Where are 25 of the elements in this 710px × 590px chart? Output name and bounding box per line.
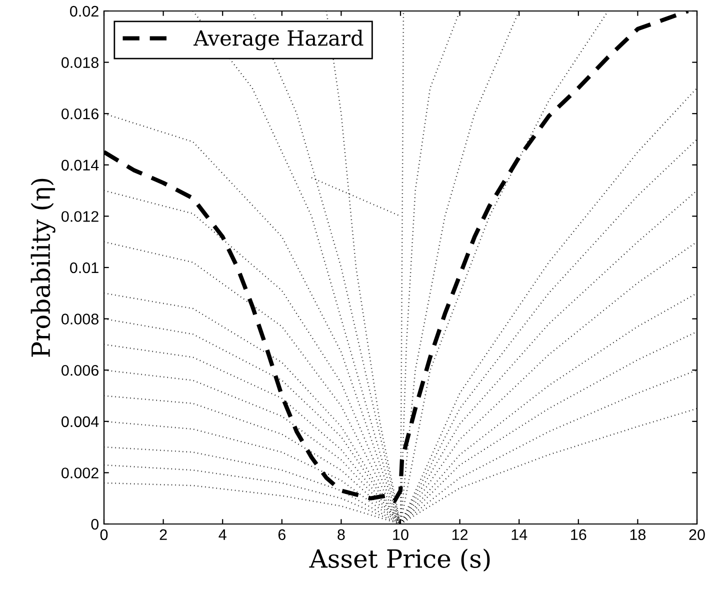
- y-tick-label: 0.012: [62, 211, 98, 222]
- x-tick-label: 0: [100, 529, 108, 540]
- y-tick-label: 0.02: [70, 6, 98, 17]
- x-tick-label: 12: [452, 529, 468, 540]
- y-tick-label: 0.016: [62, 108, 98, 120]
- y-tick-label: 0.006: [62, 364, 98, 376]
- y-tick-label: 0.008: [62, 314, 98, 324]
- x-tick-label: 18: [630, 529, 646, 540]
- x-tick-label: 4: [218, 529, 226, 540]
- y-tick-label: 0: [91, 518, 99, 530]
- y-tick-label: 0.018: [62, 57, 98, 68]
- x-tick-label: 10: [393, 529, 408, 540]
- x-tick-label: 8: [338, 529, 345, 540]
- x-tick-label: 6: [278, 529, 286, 540]
- y-axis-title: Probability (η): [30, 178, 56, 357]
- x-tick-label: 16: [571, 529, 586, 540]
- y-tick-label: 0.002: [62, 468, 98, 478]
- y-tick-label: 0.01: [70, 262, 98, 274]
- x-tick-label: 2: [160, 529, 167, 540]
- y-tick-label: 0.014: [62, 160, 99, 171]
- y-tick-label: 0.004: [62, 416, 99, 428]
- x-tick-label: 14: [512, 529, 528, 540]
- x-axis-title: Asset Price (s): [309, 548, 490, 572]
- legend-label: Average Hazard: [193, 30, 364, 50]
- x-tick-label: 20: [689, 529, 705, 540]
